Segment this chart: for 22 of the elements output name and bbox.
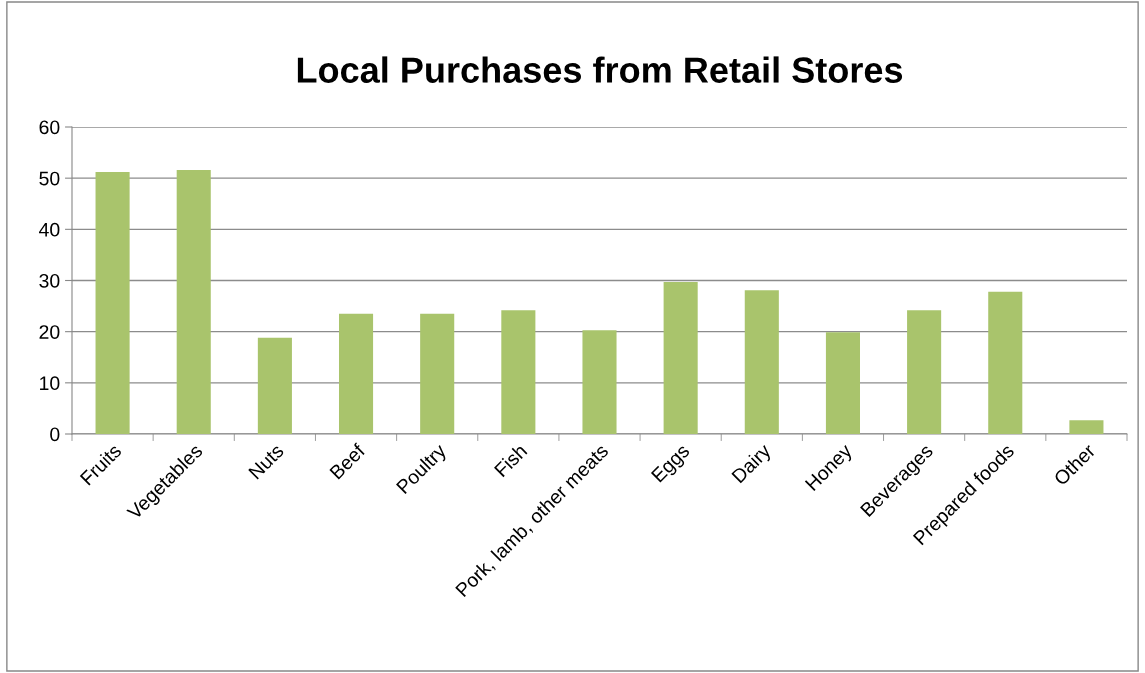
x-tick-label: Fish [493, 443, 528, 478]
y-tick-label: 50 [39, 171, 60, 186]
bar [95, 172, 130, 434]
bar [339, 313, 374, 434]
y-tick-label: 60 [39, 120, 60, 135]
chart-title: Local Purchases from Retail Stores [297, 56, 903, 83]
bar [1069, 420, 1104, 434]
bar [988, 291, 1023, 434]
bar [176, 169, 211, 434]
bar [907, 310, 942, 434]
bar [825, 332, 860, 434]
bar [744, 290, 779, 434]
y-tick-label: 40 [39, 222, 60, 237]
y-tick-label: 20 [39, 325, 60, 339]
y-tick-label: 10 [40, 376, 60, 391]
bar [582, 330, 617, 434]
bar [257, 337, 292, 434]
bar [663, 282, 698, 434]
y-tick-label: 0 [50, 427, 60, 442]
bar [501, 310, 536, 434]
bar [420, 313, 455, 434]
y-tick-label: 30 [39, 273, 60, 288]
